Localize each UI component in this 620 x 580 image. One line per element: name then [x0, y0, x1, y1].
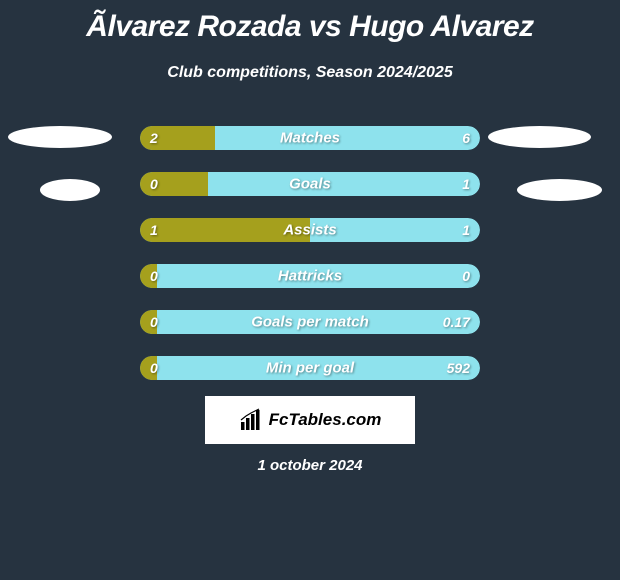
oval-left-top — [8, 126, 112, 148]
oval-right-top — [488, 126, 591, 148]
stat-row: 01Goals — [140, 172, 480, 196]
stat-label: Min per goal — [140, 360, 480, 377]
stat-label: Assists — [140, 222, 480, 239]
stat-row: 00Hattricks — [140, 264, 480, 288]
stat-row: 26Matches — [140, 126, 480, 150]
chart-bars-icon — [239, 408, 263, 432]
stat-row: 00.17Goals per match — [140, 310, 480, 334]
stat-label: Goals — [140, 176, 480, 193]
snapshot-date: 1 october 2024 — [0, 457, 620, 474]
brand-logo: FcTables.com — [205, 396, 415, 444]
stat-row: 11Assists — [140, 218, 480, 242]
stat-label: Matches — [140, 130, 480, 147]
subtitle: Club competitions, Season 2024/2025 — [0, 64, 620, 82]
oval-left-bot — [40, 179, 100, 201]
stat-label: Goals per match — [140, 314, 480, 331]
oval-right-bot — [517, 179, 602, 201]
brand-name: FcTables.com — [269, 410, 382, 430]
stat-row: 0592Min per goal — [140, 356, 480, 380]
stats-bars: 26Matches 01Goals 11Assists 00Hattricks 00.1… — [140, 126, 480, 402]
page-title: Ãlvarez Rozada vs Hugo Alvarez — [0, 0, 620, 44]
stat-label: Hattricks — [140, 268, 480, 285]
